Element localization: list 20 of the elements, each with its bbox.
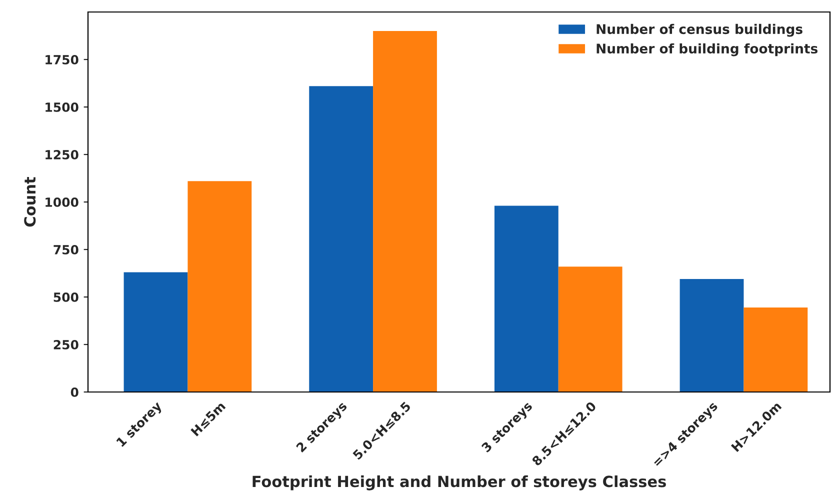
y-tick-label: 1500 xyxy=(46,102,78,112)
bar xyxy=(744,307,808,392)
x-axis-title: Footprint Height and Number of storeys Classes xyxy=(252,475,666,490)
y-tick-label: 500 xyxy=(54,292,78,302)
bar xyxy=(124,272,188,392)
y-tick-label: 1750 xyxy=(46,54,78,64)
bar xyxy=(373,31,437,392)
y-tick-label: 1000 xyxy=(46,197,78,207)
bar xyxy=(680,278,744,392)
y-tick-label: 1250 xyxy=(46,150,78,160)
bar xyxy=(188,181,252,392)
legend-label: Number of building footprints xyxy=(596,43,818,56)
bar xyxy=(558,266,622,392)
bar xyxy=(309,86,374,392)
legend-label: Number of census buildings xyxy=(596,24,802,37)
y-axis-title: Count xyxy=(24,176,36,227)
y-tick-label: 250 xyxy=(54,340,78,350)
bar xyxy=(494,206,558,392)
y-tick-label: 0 xyxy=(70,387,78,397)
y-tick-label: 750 xyxy=(54,244,78,254)
